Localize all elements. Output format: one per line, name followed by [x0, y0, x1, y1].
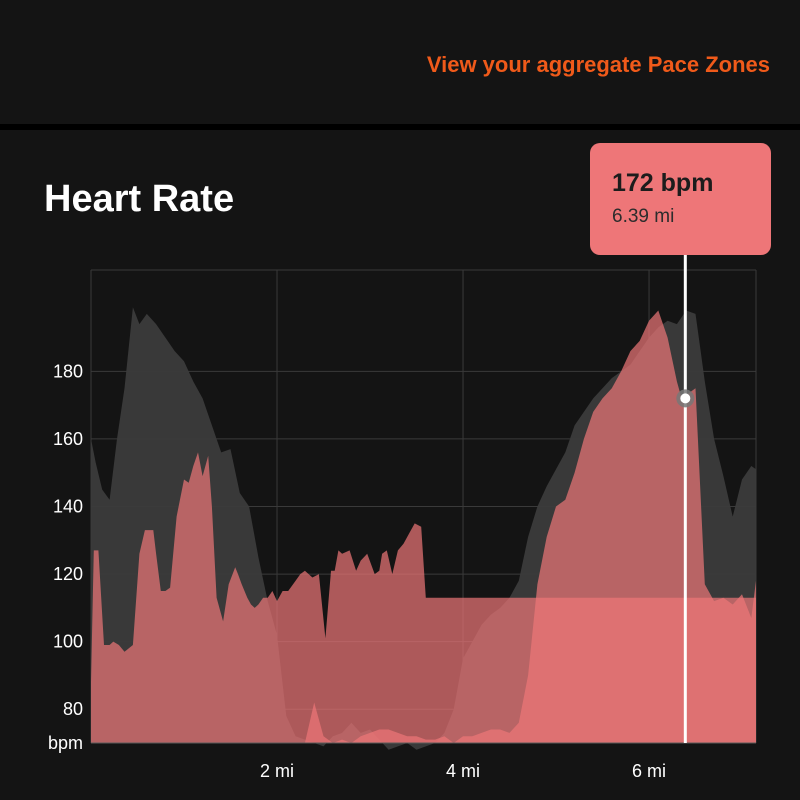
view-pace-zones-link[interactable]: View your aggregate Pace Zones — [426, 52, 770, 77]
heart-rate-area-2 — [91, 310, 756, 743]
tooltip-distance: 6.39 mi — [612, 206, 675, 227]
tooltip-bpm-value: 172 bpm — [612, 169, 714, 197]
y-tick-label-80: 80 — [63, 699, 83, 719]
y-tick-label-100: 100 — [53, 632, 83, 652]
y-tick-label-120: 120 — [53, 564, 83, 584]
highlight-marker — [680, 393, 691, 404]
y-tick-label-140: 140 — [53, 497, 83, 517]
y-tick-label-160: 160 — [53, 429, 83, 449]
section-divider — [0, 124, 800, 130]
x-tick-label-6: 6 mi — [632, 761, 666, 781]
y-tick-label-180: 180 — [53, 361, 83, 381]
top-bar: View your aggregate Pace Zones — [0, 0, 800, 124]
x-tick-label-2: 2 mi — [260, 761, 294, 781]
x-tick-label-4: 4 mi — [446, 761, 480, 781]
heart-rate-title: Heart Rate — [44, 178, 235, 220]
heart-rate-tooltip: 172 bpm 6.39 mi — [590, 143, 771, 255]
y-tick-label-bpm: bpm — [48, 733, 83, 753]
